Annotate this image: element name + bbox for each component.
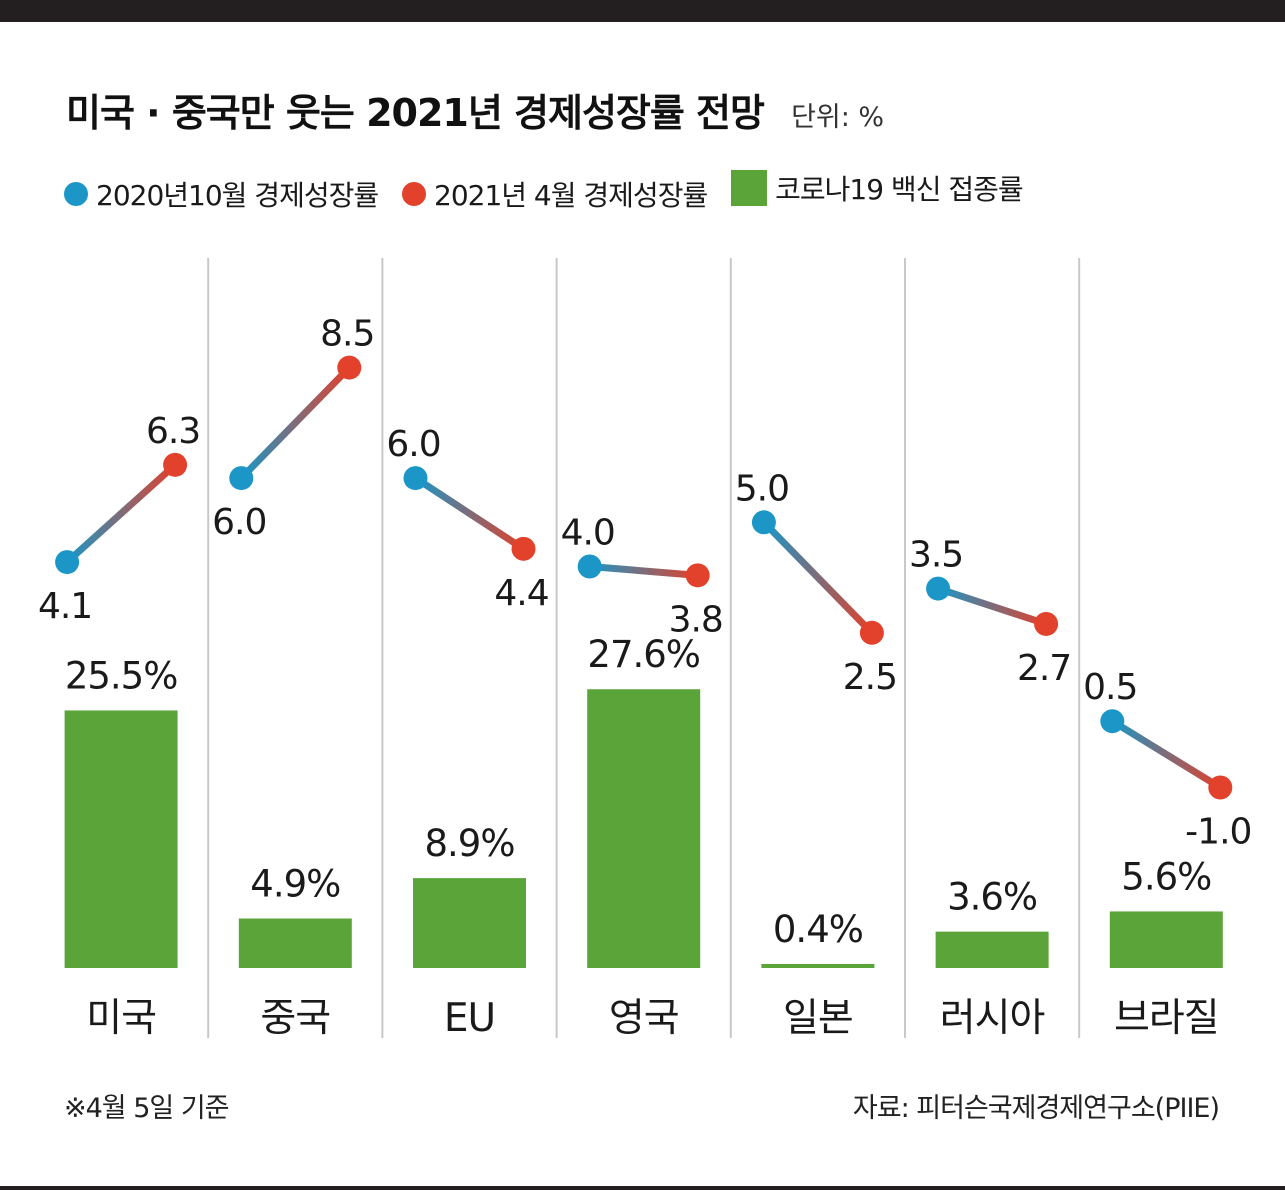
title-row: 미국 · 중국만 웃는 2021년 경제성장률 전망 단위: % (66, 82, 884, 137)
legend: 2020년10월 경제성장률 2021년 4월 경제성장률 코로나19 백신 접… (64, 168, 1039, 212)
point-2020-growth (577, 554, 602, 579)
legend-label: 2021년 4월 경제성장률 (434, 179, 708, 212)
growth-connector-line (412, 474, 527, 553)
point-2021-growth (163, 452, 188, 477)
label-2021-growth: 8.5 (320, 314, 374, 355)
vaccination-bar (238, 918, 352, 968)
growth-connector-line (237, 364, 353, 482)
point-2020-growth (229, 466, 254, 491)
label-2020-growth: 6.0 (212, 502, 266, 543)
category-label: 영국 (609, 996, 679, 1041)
category-label: 러시아 (940, 996, 1045, 1041)
source-note: 자료: 피터슨국제경제연구소(PIIE) (852, 1093, 1220, 1124)
point-2020-growth (55, 550, 80, 575)
legend-item-2020-growth: 2020년10월 경제성장률 (64, 174, 379, 214)
label-2021-growth: 4.4 (494, 573, 548, 614)
category-label: EU (444, 996, 495, 1041)
point-2020-growth (1100, 709, 1125, 734)
vaccination-bar (935, 931, 1049, 968)
unit-label: 단위: % (791, 102, 885, 133)
label-2021-growth: 2.7 (1017, 648, 1071, 689)
label-2020-growth: 0.5 (1083, 667, 1137, 708)
point-2020-growth (403, 466, 428, 491)
point-2021-growth (337, 355, 362, 380)
category-label: 일본 (783, 996, 853, 1041)
vaccination-bar (413, 878, 526, 968)
point-2020-growth (751, 510, 776, 535)
legend-green-square-icon (731, 170, 768, 206)
vaccination-label: 8.9% (425, 822, 515, 865)
point-2021-growth (511, 536, 536, 561)
growth-connector-line (63, 461, 179, 566)
growth-connector-line (586, 563, 702, 579)
label-2021-growth: 3.8 (669, 599, 723, 640)
legend-label: 2020년10월 경제성장률 (96, 179, 379, 212)
vaccination-label: 4.9% (250, 863, 340, 906)
vaccination-label: 5.6% (1121, 855, 1211, 898)
point-2021-growth (1208, 775, 1233, 800)
label-2021-growth: -1.0 (1185, 812, 1251, 853)
point-2020-growth (926, 576, 951, 601)
chart-title: 미국 · 중국만 웃는 2021년 경제성장률 전망 (66, 91, 765, 135)
label-2020-growth: 4.0 (561, 513, 615, 554)
vaccination-bar (64, 710, 178, 968)
label-2021-growth: 2.5 (843, 657, 897, 698)
point-2021-growth (685, 563, 710, 588)
category-label: 미국 (86, 996, 156, 1041)
legend-blue-dot-icon (64, 182, 88, 206)
growth-connector-line (934, 585, 1050, 628)
growth-connector-line (1108, 717, 1224, 791)
vaccination-bar (761, 963, 875, 968)
label-2020-growth: 5.0 (735, 468, 789, 509)
vaccination-label: 3.6% (947, 876, 1037, 919)
legend-item-vaccination: 코로나19 백신 접종률 (731, 168, 1024, 208)
point-2021-growth (859, 620, 884, 645)
bottom-rule (0, 1186, 1285, 1190)
label-2020-growth: 3.5 (909, 535, 963, 576)
vaccination-bar (587, 689, 701, 968)
vaccination-label: 0.4% (773, 908, 863, 951)
growth-connector-line (760, 518, 876, 637)
vaccination-label: 25.5% (65, 654, 178, 697)
category-label: 중국 (260, 996, 330, 1041)
legend-label: 코로나19 백신 접종률 (775, 173, 1024, 206)
vaccination-bar (1109, 911, 1223, 968)
label-2020-growth: 6.0 (386, 424, 440, 465)
top-bar (0, 0, 1285, 22)
point-2021-growth (1034, 611, 1059, 636)
category-label: 브라질 (1114, 996, 1219, 1041)
label-2020-growth: 4.1 (38, 586, 92, 627)
legend-red-dot-icon (402, 182, 427, 206)
legend-item-2021-growth: 2021년 4월 경제성장률 (402, 174, 708, 214)
vaccination-label: 27.6% (587, 633, 700, 676)
label-2021-growth: 6.3 (146, 411, 200, 452)
footnote: ※4월 5일 기준 (64, 1093, 230, 1124)
